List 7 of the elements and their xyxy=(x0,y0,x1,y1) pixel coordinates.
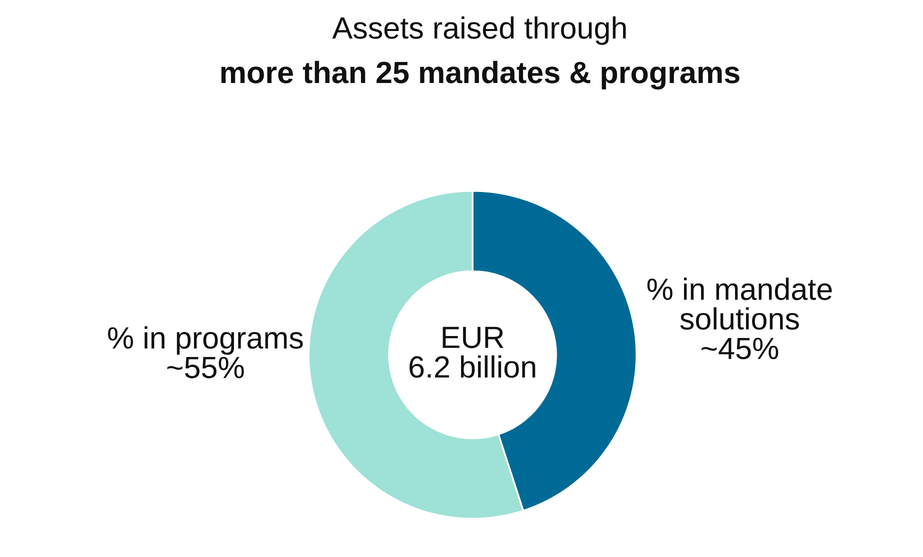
chart-title: Assets raised through xyxy=(332,16,626,45)
chart-subtitle: more than 25 mandates & programs xyxy=(221,60,740,90)
text: EUR 6.2 billion xyxy=(410,326,536,378)
data-label: ~55% xyxy=(167,356,244,378)
slice-label: % in mandate solutions xyxy=(647,278,832,330)
data-label: ~45% xyxy=(702,338,778,360)
slice-label: % in programs xyxy=(108,326,303,355)
